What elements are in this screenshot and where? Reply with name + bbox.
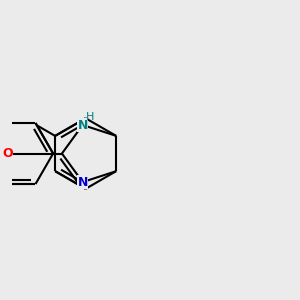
Text: N: N <box>77 118 88 131</box>
Text: N: N <box>77 176 88 189</box>
Text: H: H <box>86 112 94 122</box>
Text: O: O <box>2 147 13 160</box>
